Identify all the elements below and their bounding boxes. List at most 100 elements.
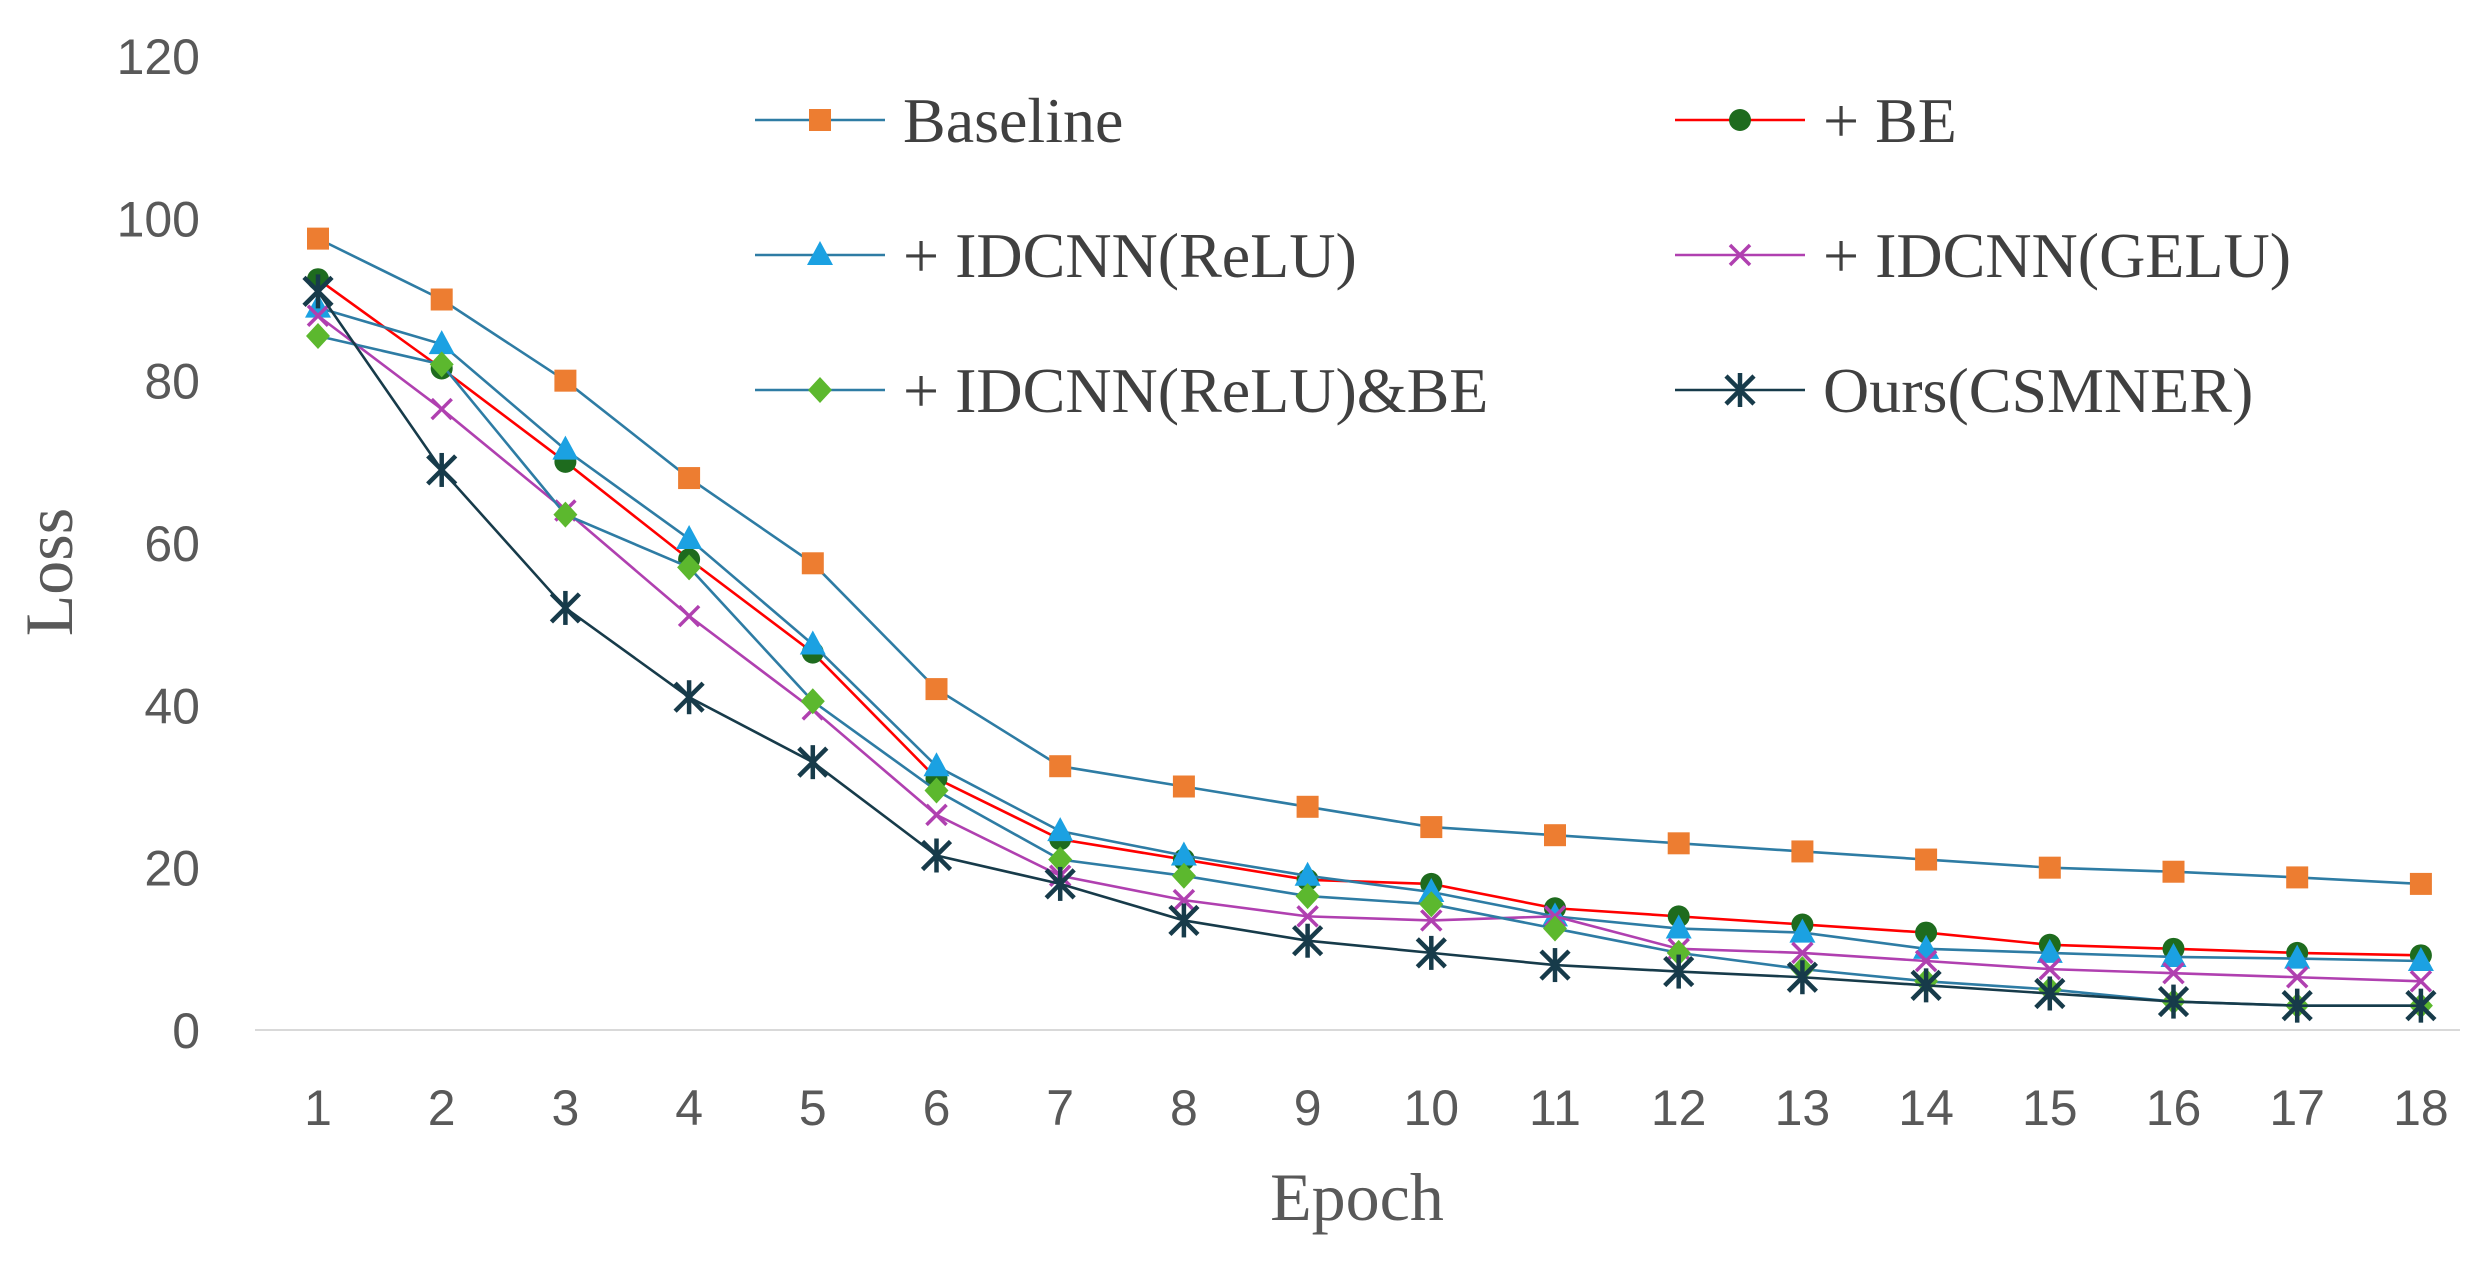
data-point-idcnn-gelu <box>1914 949 1938 973</box>
y-tick-label: 20 <box>144 841 200 897</box>
legend-entry-baseline: Baseline <box>755 85 1123 156</box>
data-point-idcnn-relu-be <box>1666 939 1691 966</box>
data-point-ours-csmner <box>797 745 829 780</box>
x-tick-label: 3 <box>551 1080 579 1136</box>
data-point-ours-csmner <box>2281 988 2313 1023</box>
x-tick-label: 2 <box>428 1080 456 1136</box>
data-point-idcnn-relu <box>676 524 703 549</box>
data-point-baseline <box>1172 775 1195 798</box>
data-point-idcnn-gelu <box>1296 905 1319 928</box>
data-point-idcnn-gelu <box>2409 970 2433 993</box>
data-point-idcnn-relu-be <box>1048 846 1073 873</box>
series-line-be <box>317 278 2421 957</box>
data-point-idcnn-gelu <box>925 803 948 827</box>
data-point-idcnn-relu <box>2407 947 2434 972</box>
y-tick-label: 40 <box>144 678 200 734</box>
data-point-ours-csmner <box>1168 903 1200 938</box>
data-point-ours-csmner <box>1786 960 1818 995</box>
series-baseline <box>307 227 2432 895</box>
legend-marker <box>1728 243 1752 267</box>
data-point-idcnn-gelu <box>1420 909 1443 932</box>
x-tick-label: 16 <box>2146 1080 2202 1136</box>
data-point-idcnn-relu <box>799 630 826 655</box>
data-point-ours-csmner <box>1415 935 1447 970</box>
data-point-idcnn-relu <box>428 330 455 355</box>
data-point-idcnn-relu-be <box>553 501 578 528</box>
legend-marker <box>809 109 831 131</box>
legend-label: + IDCNN(ReLU) <box>903 220 1357 291</box>
data-point-baseline <box>554 369 577 392</box>
data-point-idcnn-relu <box>1047 817 1074 842</box>
data-point-ours-csmner <box>426 452 458 487</box>
data-point-idcnn-relu <box>2160 942 2187 967</box>
x-tick-label: 15 <box>2022 1080 2078 1136</box>
data-point-idcnn-relu <box>1665 914 1692 939</box>
x-axis-title: Epoch <box>1270 1159 1444 1235</box>
data-point-ours-csmner <box>1663 954 1695 989</box>
data-point-baseline <box>1420 816 1443 839</box>
data-point-ours-csmner <box>1292 923 1324 958</box>
data-point-idcnn-relu-be <box>1295 883 1320 910</box>
series-line-ours-csmner <box>316 290 2421 1007</box>
x-tick-label: 5 <box>799 1080 827 1136</box>
y-tick-label: 80 <box>144 354 200 410</box>
x-tick-label: 11 <box>1529 1080 1581 1136</box>
data-point-baseline <box>2162 860 2185 883</box>
data-point-baseline <box>925 678 948 701</box>
data-point-ours-csmner <box>1044 866 1076 901</box>
data-point-idcnn-relu-be <box>1171 862 1196 889</box>
series-line-baseline <box>317 237 2421 886</box>
legend-marker <box>807 241 833 265</box>
data-point-idcnn-relu-be <box>1419 891 1444 918</box>
data-point-ours-csmner <box>1910 968 1942 1003</box>
data-point-be <box>1915 921 1938 944</box>
data-point-idcnn-relu <box>552 435 579 460</box>
legend-entry-idcnn-relu-be: + IDCNN(ReLU)&BE <box>755 355 1488 426</box>
legend-label: Ours(CSMNER) <box>1823 355 2253 426</box>
data-point-idcnn-relu-be <box>800 688 825 715</box>
legend-label: Baseline <box>903 85 1123 156</box>
data-point-baseline <box>678 467 701 490</box>
legend-label: + IDCNN(GELU) <box>1823 220 2291 291</box>
y-tick-label: 120 <box>117 29 200 85</box>
y-axis-title: Loss <box>11 508 87 636</box>
x-tick-label: 9 <box>1294 1080 1322 1136</box>
data-point-baseline <box>1667 832 1690 855</box>
data-point-idcnn-gelu <box>1172 888 1196 912</box>
y-tick-label: 100 <box>117 191 200 247</box>
legend-entry-idcnn-relu: + IDCNN(ReLU) <box>755 220 1357 291</box>
data-point-ours-csmner <box>2405 988 2437 1023</box>
legend-entry-ours-csmner: Ours(CSMNER) <box>1675 355 2253 426</box>
data-point-ours-csmner <box>1539 948 1571 983</box>
data-point-baseline <box>1791 840 1814 863</box>
data-point-ours-csmner <box>2034 976 2066 1011</box>
legend-entry-idcnn-gelu: + IDCNN(GELU) <box>1675 220 2291 291</box>
x-tick-label: 10 <box>1403 1080 1459 1136</box>
x-tick-label: 4 <box>675 1080 703 1136</box>
x-tick-label: 7 <box>1046 1080 1074 1136</box>
legend-marker <box>1724 373 1756 407</box>
data-point-ours-csmner <box>2157 984 2190 1019</box>
data-point-baseline <box>1544 824 1566 847</box>
data-point-idcnn-relu-be <box>306 323 330 350</box>
data-point-ours-csmner <box>920 838 953 873</box>
data-point-idcnn-gelu <box>2162 961 2185 985</box>
legend-marker <box>808 377 832 403</box>
data-point-baseline <box>307 227 329 250</box>
series-ours-csmner <box>302 274 2437 1023</box>
data-point-baseline <box>430 288 453 311</box>
data-point-baseline <box>2409 872 2432 895</box>
series-line-idcnn-relu-be <box>317 334 2421 1007</box>
data-point-ours-csmner <box>549 590 581 625</box>
x-tick-label: 8 <box>1170 1080 1198 1136</box>
data-point-baseline <box>1049 755 1072 778</box>
data-point-idcnn-relu <box>1294 861 1321 886</box>
data-point-ours-csmner <box>302 274 334 309</box>
y-tick-label: 0 <box>172 1003 200 1059</box>
data-point-idcnn-gelu <box>306 304 330 327</box>
legend-entry-be: + BE <box>1675 85 1957 156</box>
data-point-idcnn-gelu <box>677 604 701 628</box>
series-line-idcnn-gelu <box>317 314 2421 983</box>
